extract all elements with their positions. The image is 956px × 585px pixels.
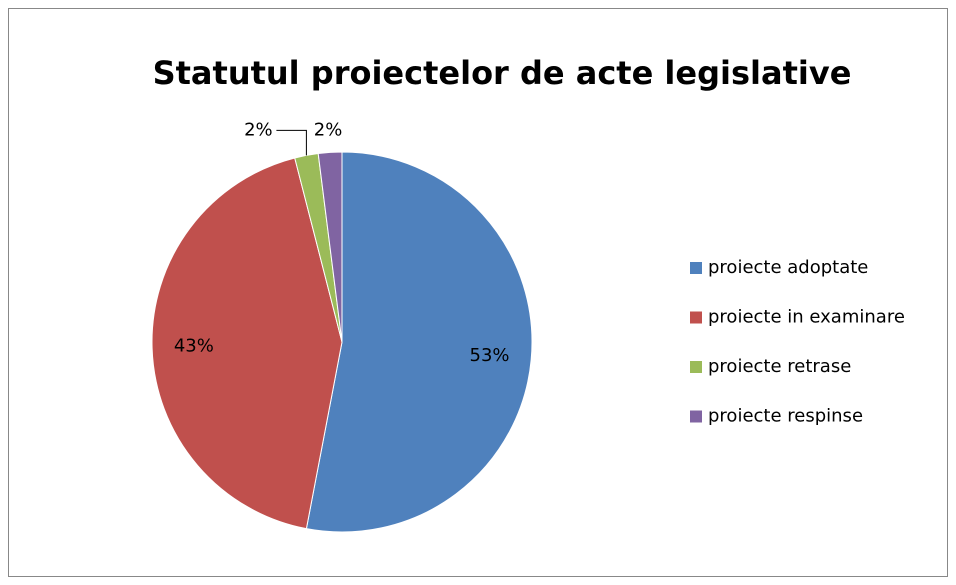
chart-title: Statutul proiectelor de acte legislative <box>153 54 852 92</box>
legend-label: proiecte in examinare <box>708 307 905 328</box>
data-label: 2% <box>314 119 343 140</box>
leader-line <box>276 129 307 156</box>
legend-label: proiecte adoptate <box>708 257 868 278</box>
data-label: 43% <box>174 336 214 357</box>
legend-label: proiecte respinse <box>708 406 863 427</box>
legend-swatch <box>690 311 702 324</box>
pie-slice <box>151 157 343 530</box>
data-label: 53% <box>470 345 510 366</box>
legend-swatch <box>690 410 702 423</box>
data-label: 2% <box>244 119 273 140</box>
legend-label: proiecte retrase <box>708 356 851 377</box>
pie-slice <box>317 151 343 343</box>
legend-swatch <box>690 361 702 373</box>
pie-slice <box>305 151 533 533</box>
legend-swatch <box>690 262 702 274</box>
